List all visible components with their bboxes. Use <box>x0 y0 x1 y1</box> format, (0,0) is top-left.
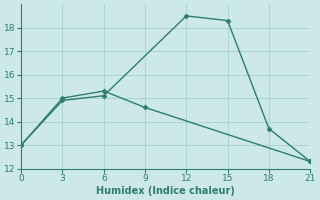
X-axis label: Humidex (Indice chaleur): Humidex (Indice chaleur) <box>96 186 235 196</box>
